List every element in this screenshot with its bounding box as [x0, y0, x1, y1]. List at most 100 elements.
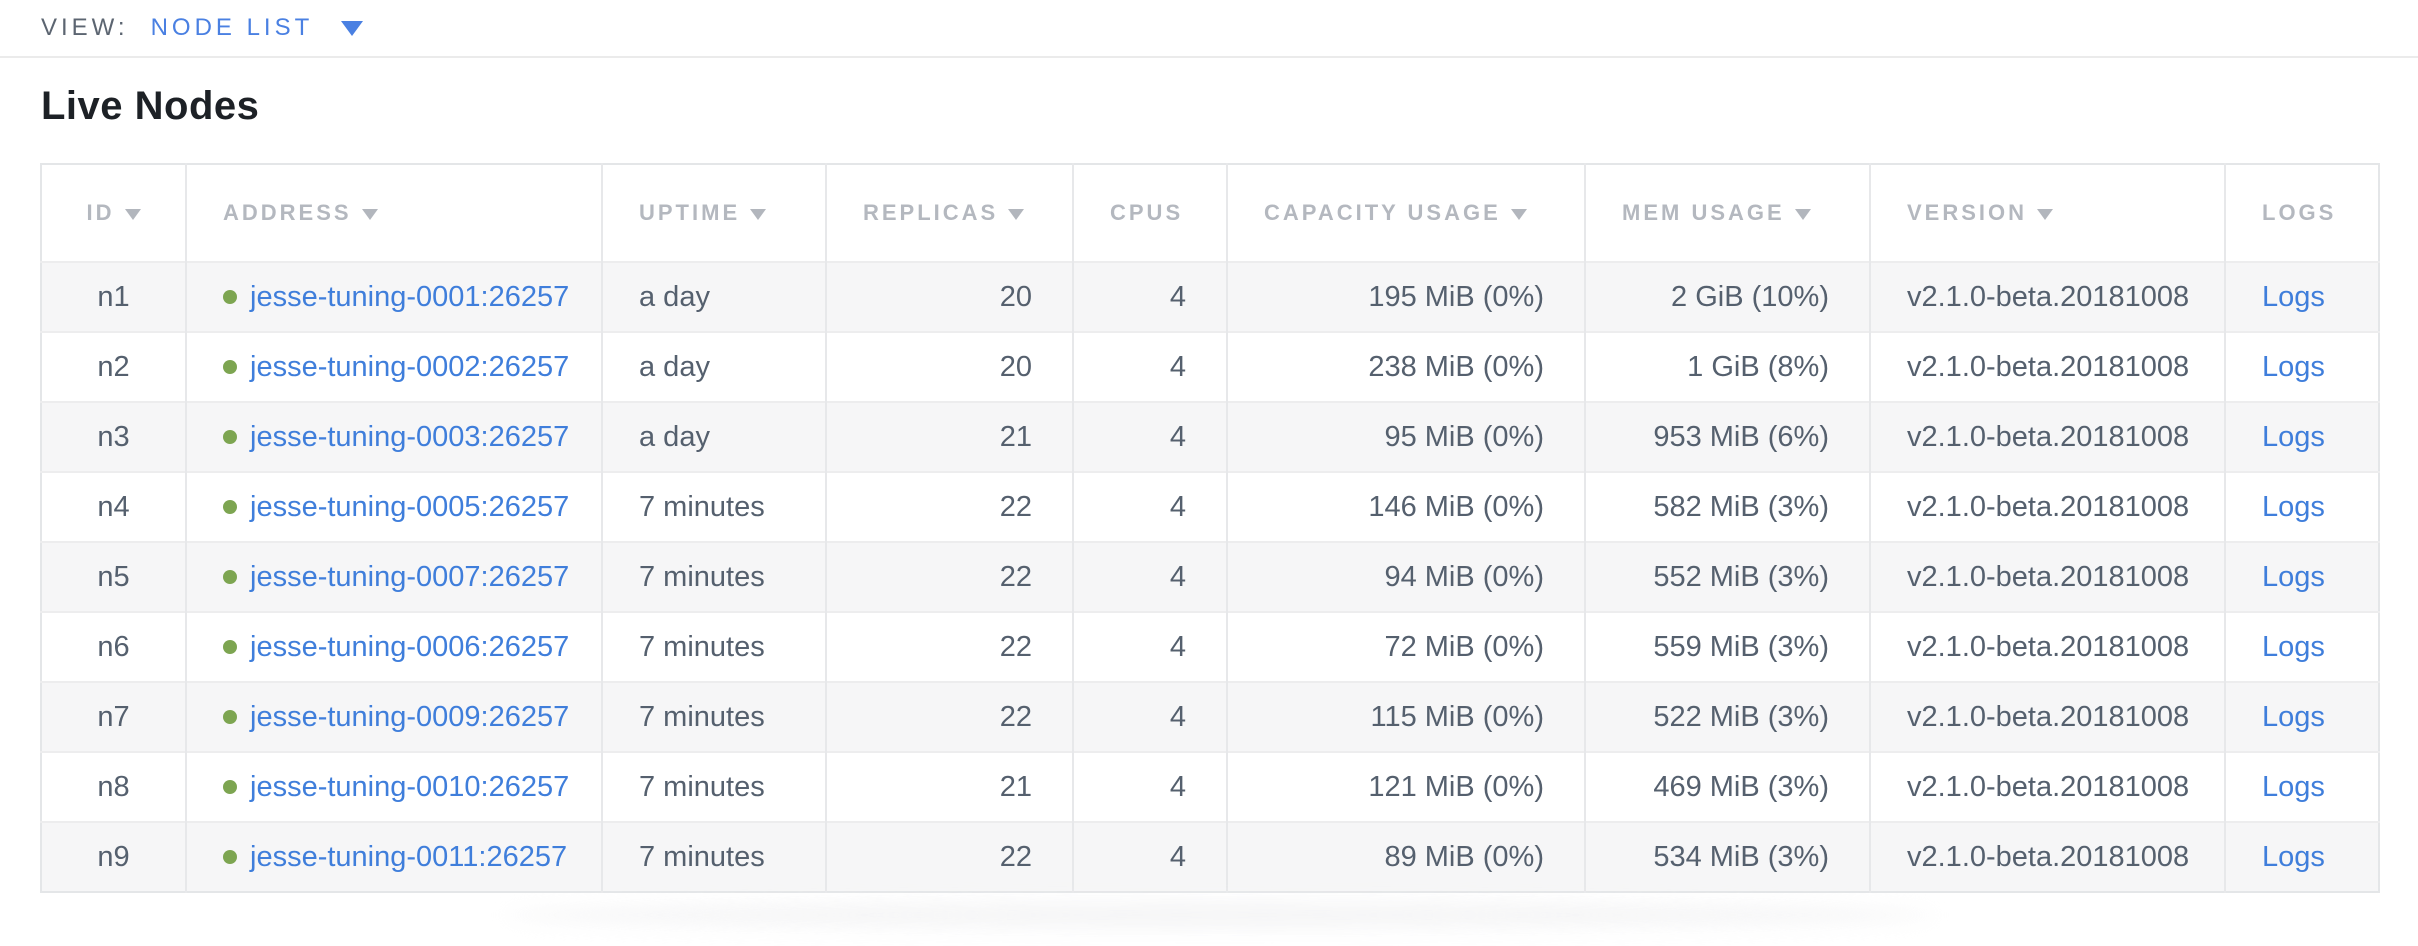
node-live-status-icon — [223, 359, 237, 374]
node-replicas-cell: 22 — [825, 821, 1073, 892]
node-address-link[interactable]: jesse-tuning-0002:26257 — [250, 350, 570, 383]
node-cpus-cell: 4 — [1072, 751, 1227, 822]
node-table-body: n1 jesse-tuning-0001:26257 a day 20 4 19… — [41, 261, 2379, 892]
node-uptime-cell: 7 minutes — [601, 751, 826, 822]
node-capacity-usage-cell: 238 MiB (0%) — [1226, 331, 1585, 402]
table-header-row: ID ADDRESS UPTIME REPLICAS CPUS CAPACITY… — [41, 164, 2379, 262]
node-uptime-cell: a day — [601, 261, 826, 332]
node-live-status-icon — [223, 429, 237, 444]
node-uptime-cell: 7 minutes — [601, 611, 826, 682]
node-version-cell: v2.1.0-beta.20181008 — [1869, 821, 2225, 892]
node-logs-link[interactable]: Logs — [2262, 420, 2325, 453]
table-row: n4 jesse-tuning-0005:26257 7 minutes 22 … — [41, 471, 2379, 542]
node-replicas-cell: 22 — [825, 611, 1073, 682]
column-header-id[interactable]: ID — [41, 164, 186, 262]
node-logs-link[interactable]: Logs — [2262, 770, 2325, 803]
node-logs-cell: Logs — [2224, 261, 2379, 332]
node-address-link[interactable]: jesse-tuning-0010:26257 — [250, 770, 570, 803]
node-address-cell: jesse-tuning-0010:26257 — [185, 751, 602, 822]
view-bar: VIEW: NODE LIST — [0, 0, 2418, 58]
node-id-cell: n5 — [41, 541, 186, 612]
column-header-address[interactable]: ADDRESS — [185, 164, 602, 262]
view-selector-dropdown[interactable]: NODE LIST — [151, 14, 364, 42]
column-header-version[interactable]: VERSION — [1869, 164, 2225, 262]
node-address-cell: jesse-tuning-0006:26257 — [185, 611, 602, 682]
column-header-logs: LOGS — [2224, 164, 2379, 262]
table-row: n3 jesse-tuning-0003:26257 a day 21 4 95… — [41, 401, 2379, 472]
node-address-link[interactable]: jesse-tuning-0005:26257 — [250, 490, 570, 523]
node-logs-link[interactable]: Logs — [2262, 280, 2325, 313]
sort-desc-icon — [750, 209, 767, 220]
table-row: n7 jesse-tuning-0009:26257 7 minutes 22 … — [41, 681, 2379, 752]
node-cpus-cell: 4 — [1072, 611, 1227, 682]
node-logs-link[interactable]: Logs — [2262, 350, 2325, 383]
sort-desc-icon — [361, 209, 378, 220]
node-uptime-cell: 7 minutes — [601, 541, 826, 612]
node-address-cell: jesse-tuning-0011:26257 — [185, 821, 602, 892]
node-address-cell: jesse-tuning-0002:26257 — [185, 331, 602, 402]
node-address-link[interactable]: jesse-tuning-0001:26257 — [250, 280, 570, 313]
node-logs-cell: Logs — [2224, 471, 2379, 542]
node-address-cell: jesse-tuning-0007:26257 — [185, 541, 602, 612]
node-mem-usage-cell: 522 MiB (3%) — [1584, 681, 1870, 752]
node-cpus-cell: 4 — [1072, 821, 1227, 892]
node-id-cell: n8 — [41, 751, 186, 822]
node-uptime-cell: 7 minutes — [601, 681, 826, 752]
node-id-cell: n2 — [41, 331, 186, 402]
sort-desc-icon — [2037, 209, 2054, 220]
node-address-link[interactable]: jesse-tuning-0007:26257 — [250, 560, 570, 593]
node-logs-link[interactable]: Logs — [2262, 630, 2325, 663]
node-mem-usage-cell: 582 MiB (3%) — [1584, 471, 1870, 542]
node-logs-cell: Logs — [2224, 541, 2379, 612]
node-uptime-cell: a day — [601, 331, 826, 402]
below-fold-card-shadow — [505, 902, 1935, 928]
node-logs-link[interactable]: Logs — [2262, 560, 2325, 593]
live-nodes-table: ID ADDRESS UPTIME REPLICAS CPUS CAPACITY… — [40, 163, 2380, 893]
node-live-status-icon — [223, 779, 237, 794]
node-mem-usage-cell: 534 MiB (3%) — [1584, 821, 1870, 892]
node-mem-usage-cell: 953 MiB (6%) — [1584, 401, 1870, 472]
sort-desc-icon — [1008, 209, 1025, 220]
node-logs-cell: Logs — [2224, 331, 2379, 402]
node-mem-usage-cell: 552 MiB (3%) — [1584, 541, 1870, 612]
node-logs-cell: Logs — [2224, 821, 2379, 892]
column-header-cpus: CPUS — [1072, 164, 1227, 262]
node-uptime-cell: 7 minutes — [601, 821, 826, 892]
node-live-status-icon — [223, 499, 237, 514]
node-logs-cell: Logs — [2224, 401, 2379, 472]
table-row: n5 jesse-tuning-0007:26257 7 minutes 22 … — [41, 541, 2379, 612]
table-row: n2 jesse-tuning-0002:26257 a day 20 4 23… — [41, 331, 2379, 402]
sort-desc-icon — [124, 209, 141, 220]
node-replicas-cell: 20 — [825, 331, 1073, 402]
node-address-link[interactable]: jesse-tuning-0006:26257 — [250, 630, 570, 663]
node-replicas-cell: 20 — [825, 261, 1073, 332]
node-address-link[interactable]: jesse-tuning-0009:26257 — [250, 700, 570, 733]
node-logs-link[interactable]: Logs — [2262, 840, 2325, 873]
node-uptime-cell: a day — [601, 401, 826, 472]
column-header-mem-usage[interactable]: MEM USAGE — [1584, 164, 1870, 262]
node-version-cell: v2.1.0-beta.20181008 — [1869, 261, 2225, 332]
node-cpus-cell: 4 — [1072, 401, 1227, 472]
node-version-cell: v2.1.0-beta.20181008 — [1869, 611, 2225, 682]
sort-desc-icon — [1794, 209, 1811, 220]
node-version-cell: v2.1.0-beta.20181008 — [1869, 751, 2225, 822]
node-logs-cell: Logs — [2224, 681, 2379, 752]
node-logs-cell: Logs — [2224, 611, 2379, 682]
node-capacity-usage-cell: 195 MiB (0%) — [1226, 261, 1585, 332]
node-cpus-cell: 4 — [1072, 541, 1227, 612]
node-logs-link[interactable]: Logs — [2262, 700, 2325, 733]
column-header-uptime[interactable]: UPTIME — [601, 164, 826, 262]
view-selected-value: NODE LIST — [150, 14, 314, 41]
node-logs-link[interactable]: Logs — [2262, 490, 2325, 523]
column-header-capacity-usage[interactable]: CAPACITY USAGE — [1226, 164, 1585, 262]
node-capacity-usage-cell: 146 MiB (0%) — [1226, 471, 1585, 542]
column-header-replicas[interactable]: REPLICAS — [825, 164, 1073, 262]
node-id-cell: n9 — [41, 821, 186, 892]
node-id-cell: n6 — [41, 611, 186, 682]
node-mem-usage-cell: 559 MiB (3%) — [1584, 611, 1870, 682]
node-address-link[interactable]: jesse-tuning-0003:26257 — [250, 420, 570, 453]
node-address-link[interactable]: jesse-tuning-0011:26257 — [250, 840, 568, 873]
node-version-cell: v2.1.0-beta.20181008 — [1869, 541, 2225, 612]
node-address-cell: jesse-tuning-0009:26257 — [185, 681, 602, 752]
node-version-cell: v2.1.0-beta.20181008 — [1869, 471, 2225, 542]
